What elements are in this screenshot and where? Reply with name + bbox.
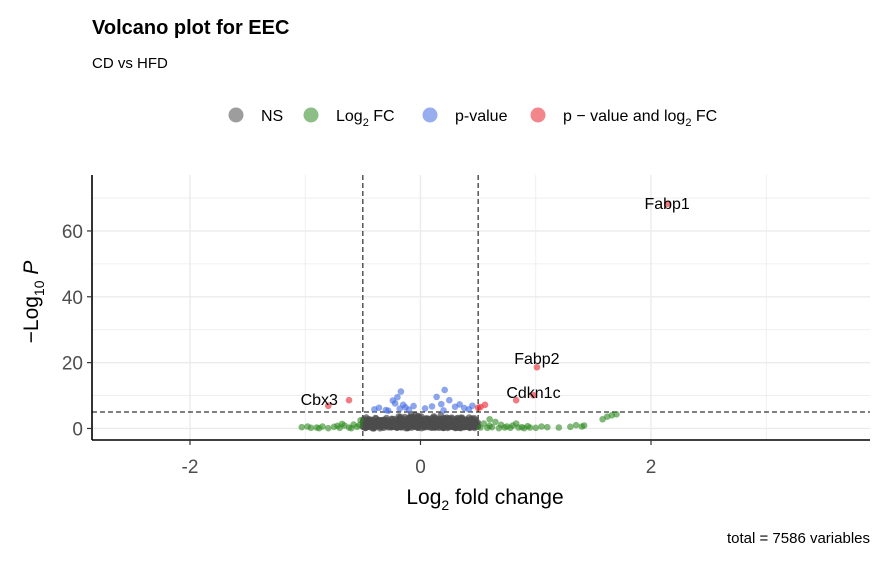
data-point: [384, 407, 392, 415]
data-point: [474, 404, 482, 412]
data-point: [567, 423, 574, 431]
data-point: [481, 401, 489, 409]
data-points: [298, 200, 671, 432]
chart-subtitle: CD vs HFD: [92, 55, 168, 72]
x-tick-label: 0: [415, 457, 426, 478]
chart-title: Volcano plot for EEC: [92, 17, 289, 39]
data-point: [348, 424, 355, 432]
data-point: [492, 418, 499, 426]
ns-point: [457, 421, 465, 428]
ns-point: [392, 422, 400, 430]
ns-point: [427, 422, 435, 430]
ns-point: [370, 423, 378, 431]
legend: NS Log2 FC p-value p − value and log2 FC: [228, 107, 717, 129]
data-point: [357, 416, 364, 424]
data-point: [433, 393, 440, 401]
data-point: [345, 396, 353, 404]
legend-key-fc: [303, 107, 319, 123]
y-tick-label: 40: [62, 288, 83, 309]
data-point: [538, 423, 545, 430]
data-point: [375, 404, 383, 412]
data-point: [512, 396, 520, 404]
caption: total = 7586 variables: [727, 530, 870, 547]
ns-point: [381, 417, 389, 425]
data-point: [530, 391, 537, 399]
ns-point: [404, 424, 411, 432]
y-tick-label: 20: [62, 354, 83, 375]
data-point: [446, 396, 453, 404]
point-label: Fabp2: [514, 351, 559, 368]
data-point: [440, 407, 447, 414]
ns-point: [391, 415, 398, 423]
legend-label: p − value and log2 FC: [563, 108, 717, 129]
data-point: [304, 423, 311, 430]
x-tick-label: -2: [182, 457, 199, 478]
data-point: [533, 363, 541, 371]
ns-point: [467, 422, 475, 430]
data-point: [396, 405, 404, 413]
legend-label: Log2 FC: [336, 108, 395, 129]
data-point: [613, 411, 620, 418]
data-point: [526, 424, 534, 431]
legend-key-ns: [228, 107, 244, 123]
data-point: [324, 424, 332, 432]
point-label: Fabp1: [644, 196, 689, 213]
y-axis-ticks: 0 20 40 60: [62, 222, 92, 440]
legend-label: NS: [261, 108, 283, 125]
data-point: [410, 402, 417, 410]
x-axis-title: Log2 fold change: [406, 486, 563, 513]
y-tick-label: 60: [62, 222, 83, 243]
data-point: [441, 386, 448, 394]
ns-point: [450, 419, 458, 426]
data-point: [532, 424, 540, 432]
data-point: [469, 402, 476, 410]
legend-label: p-value: [455, 108, 508, 125]
ns-point: [380, 422, 388, 430]
point-labels: Fabp1 Fabp2 Cdkn1c Cbx3: [301, 196, 690, 409]
ns-point: [401, 413, 409, 421]
data-point: [572, 421, 580, 429]
data-point: [488, 423, 496, 431]
point-label: Cbx3: [301, 392, 338, 409]
x-axis-ticks: -2 0 2: [182, 440, 657, 478]
y-axis-title: −Log10 P: [20, 261, 47, 344]
data-point: [580, 422, 588, 429]
data-point: [555, 424, 563, 431]
data-point: [405, 406, 413, 414]
data-point: [338, 420, 346, 428]
data-point: [298, 423, 306, 431]
data-point: [391, 400, 399, 407]
ns-point: [399, 419, 407, 426]
legend-key-fcp: [530, 107, 546, 123]
data-point: [394, 393, 401, 401]
data-point: [397, 388, 405, 395]
ns-point: [376, 418, 383, 426]
data-point: [663, 200, 671, 208]
ns-point: [431, 414, 439, 422]
ns-point: [412, 419, 420, 427]
data-point: [421, 405, 429, 412]
x-tick-label: 2: [646, 457, 657, 478]
data-point: [486, 415, 493, 423]
ns-point: [440, 416, 448, 424]
data-point: [456, 401, 463, 408]
cutoff-lines: [92, 175, 870, 440]
point-label: Cdkn1c: [506, 385, 560, 402]
gridlines: [92, 175, 870, 440]
y-tick-label: 0: [72, 419, 83, 440]
ns-point: [468, 415, 476, 422]
data-point: [356, 421, 363, 429]
data-point: [543, 423, 551, 431]
data-point: [315, 424, 323, 432]
legend-key-p: [422, 107, 438, 123]
ns-point: [418, 422, 426, 430]
data-point: [324, 402, 332, 410]
data-point: [437, 400, 445, 408]
data-point: [428, 403, 436, 410]
